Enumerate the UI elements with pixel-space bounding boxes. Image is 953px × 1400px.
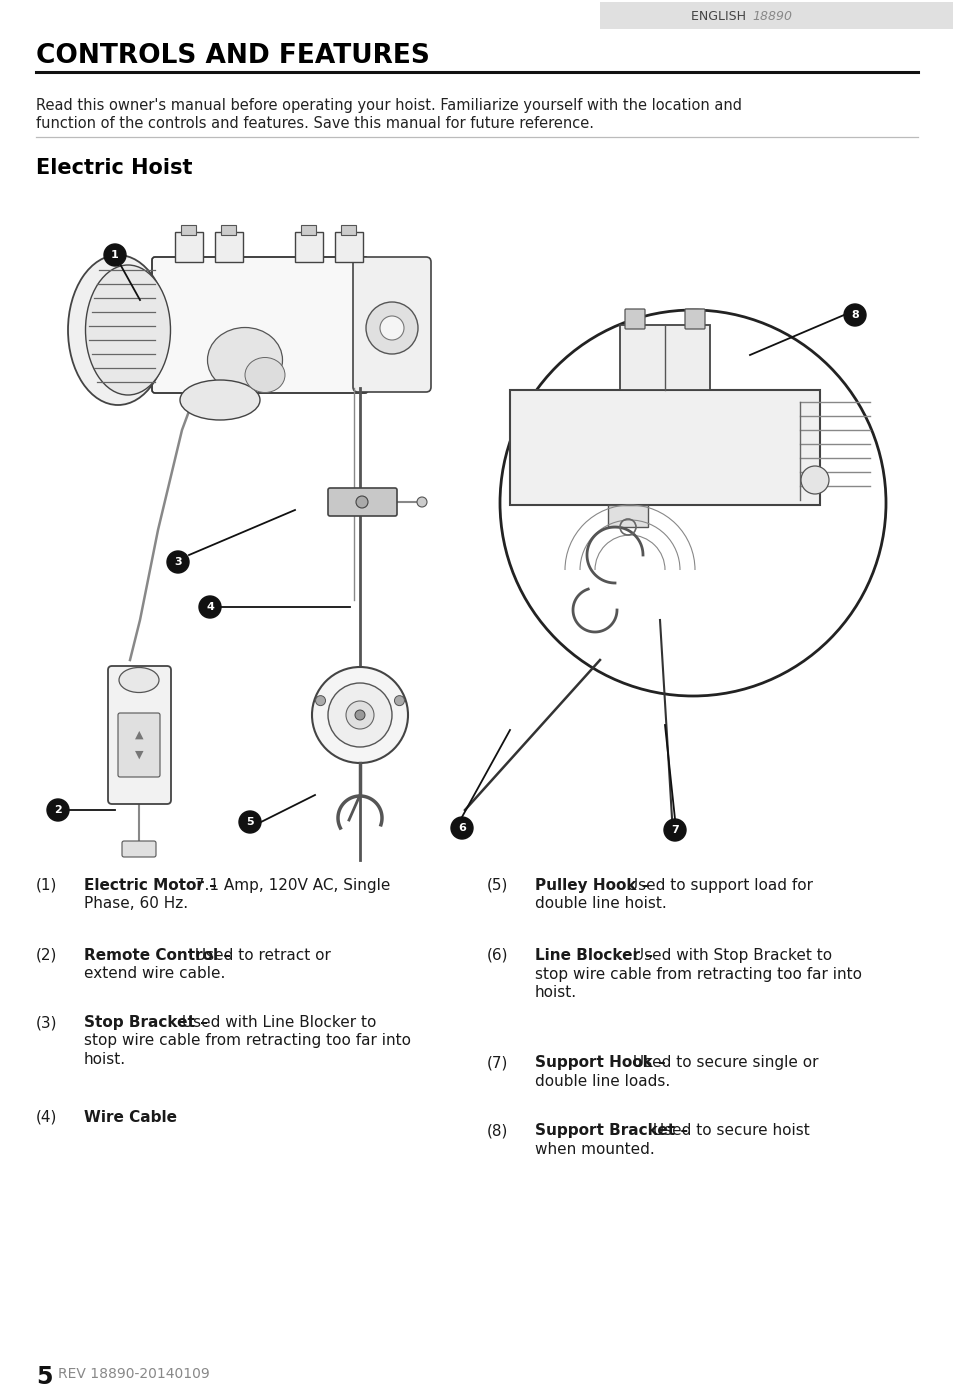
Text: REV 18890-20140109: REV 18890-20140109 xyxy=(58,1366,210,1380)
Text: ▼: ▼ xyxy=(134,750,143,760)
Text: double line hoist.: double line hoist. xyxy=(535,896,666,911)
FancyBboxPatch shape xyxy=(122,841,156,857)
Circle shape xyxy=(366,302,417,354)
Text: 6: 6 xyxy=(457,823,465,833)
Text: Line Blocker –: Line Blocker – xyxy=(535,948,652,963)
Circle shape xyxy=(451,818,473,839)
Circle shape xyxy=(663,819,685,841)
FancyBboxPatch shape xyxy=(353,258,431,392)
Text: (1): (1) xyxy=(36,878,57,893)
Text: Electric Motor –: Electric Motor – xyxy=(84,878,216,893)
Circle shape xyxy=(346,701,374,729)
Text: (3): (3) xyxy=(36,1015,57,1030)
Text: hoist.: hoist. xyxy=(535,986,577,1000)
Text: Electric Hoist: Electric Hoist xyxy=(36,158,193,178)
FancyBboxPatch shape xyxy=(214,232,243,262)
Circle shape xyxy=(328,683,392,748)
Text: (7): (7) xyxy=(486,1056,508,1070)
Text: Used to secure hoist: Used to secure hoist xyxy=(647,1123,809,1138)
Ellipse shape xyxy=(245,357,285,392)
Circle shape xyxy=(416,497,427,507)
Text: 4: 4 xyxy=(206,602,213,612)
Circle shape xyxy=(315,696,325,706)
Text: when mounted.: when mounted. xyxy=(535,1141,654,1156)
Ellipse shape xyxy=(180,379,260,420)
Text: ▲: ▲ xyxy=(134,729,143,741)
Text: Used with Stop Bracket to: Used with Stop Bracket to xyxy=(627,948,831,963)
FancyBboxPatch shape xyxy=(294,232,323,262)
Ellipse shape xyxy=(68,255,168,405)
Text: 7: 7 xyxy=(670,825,679,834)
Text: (6): (6) xyxy=(486,948,508,963)
Circle shape xyxy=(199,596,221,617)
FancyBboxPatch shape xyxy=(619,325,709,391)
Text: (4): (4) xyxy=(36,1110,57,1126)
Circle shape xyxy=(355,710,365,720)
FancyBboxPatch shape xyxy=(174,232,203,262)
Text: Remote Control –: Remote Control – xyxy=(84,948,231,963)
FancyBboxPatch shape xyxy=(301,225,315,235)
Text: 5: 5 xyxy=(246,818,253,827)
FancyBboxPatch shape xyxy=(108,666,171,804)
Circle shape xyxy=(801,466,828,494)
FancyBboxPatch shape xyxy=(118,713,160,777)
Circle shape xyxy=(355,496,368,508)
Text: Phase, 60 Hz.: Phase, 60 Hz. xyxy=(84,896,188,911)
FancyBboxPatch shape xyxy=(599,1,953,29)
Text: stop wire cable from retracting too far into: stop wire cable from retracting too far … xyxy=(84,1033,411,1049)
Text: stop wire cable from retracting too far into: stop wire cable from retracting too far … xyxy=(535,966,862,981)
Text: (2): (2) xyxy=(36,948,57,963)
Circle shape xyxy=(499,309,885,696)
Text: Wire Cable: Wire Cable xyxy=(84,1110,177,1126)
Text: Support Bracket –: Support Bracket – xyxy=(535,1123,687,1138)
FancyBboxPatch shape xyxy=(607,505,647,526)
Circle shape xyxy=(394,696,404,706)
Text: double line loads.: double line loads. xyxy=(535,1074,670,1089)
FancyBboxPatch shape xyxy=(510,391,820,505)
Circle shape xyxy=(379,316,403,340)
Text: (8): (8) xyxy=(486,1123,508,1138)
Text: hoist.: hoist. xyxy=(84,1051,126,1067)
Text: Used to support load for: Used to support load for xyxy=(620,878,812,893)
Text: 5: 5 xyxy=(36,1365,52,1389)
Text: 18890: 18890 xyxy=(751,10,791,24)
Text: Used with Line Blocker to: Used with Line Blocker to xyxy=(177,1015,376,1030)
Text: (5): (5) xyxy=(486,878,508,893)
Circle shape xyxy=(104,244,126,266)
Text: Stop Bracket –: Stop Bracket – xyxy=(84,1015,208,1030)
FancyBboxPatch shape xyxy=(328,489,396,517)
Text: 1: 1 xyxy=(111,251,119,260)
Text: Used to retract or: Used to retract or xyxy=(191,948,331,963)
Text: extend wire cable.: extend wire cable. xyxy=(84,966,225,981)
Text: function of the controls and features. Save this manual for future reference.: function of the controls and features. S… xyxy=(36,116,594,132)
FancyBboxPatch shape xyxy=(221,225,235,235)
Text: 8: 8 xyxy=(850,309,858,321)
Ellipse shape xyxy=(119,668,159,693)
FancyBboxPatch shape xyxy=(181,225,195,235)
Ellipse shape xyxy=(86,265,171,395)
Text: Read this owner's manual before operating your hoist. Familiarize yourself with : Read this owner's manual before operatin… xyxy=(36,98,741,113)
Text: ENGLISH: ENGLISH xyxy=(690,10,749,24)
Text: Pulley Hook –: Pulley Hook – xyxy=(535,878,649,893)
Text: 7.1 Amp, 120V AC, Single: 7.1 Amp, 120V AC, Single xyxy=(191,878,391,893)
Text: Used to secure single or: Used to secure single or xyxy=(627,1056,818,1070)
Ellipse shape xyxy=(208,328,282,392)
Text: CONTROLS AND FEATURES: CONTROLS AND FEATURES xyxy=(36,43,430,69)
FancyBboxPatch shape xyxy=(152,258,368,393)
Circle shape xyxy=(312,666,408,763)
FancyBboxPatch shape xyxy=(335,232,363,262)
Circle shape xyxy=(843,304,865,326)
FancyBboxPatch shape xyxy=(684,309,704,329)
Circle shape xyxy=(167,552,189,573)
Text: 3: 3 xyxy=(174,557,182,567)
Text: Support Hook –: Support Hook – xyxy=(535,1056,665,1070)
Circle shape xyxy=(47,799,69,820)
Circle shape xyxy=(239,811,261,833)
FancyBboxPatch shape xyxy=(340,225,355,235)
Text: 2: 2 xyxy=(54,805,62,815)
FancyBboxPatch shape xyxy=(624,309,644,329)
